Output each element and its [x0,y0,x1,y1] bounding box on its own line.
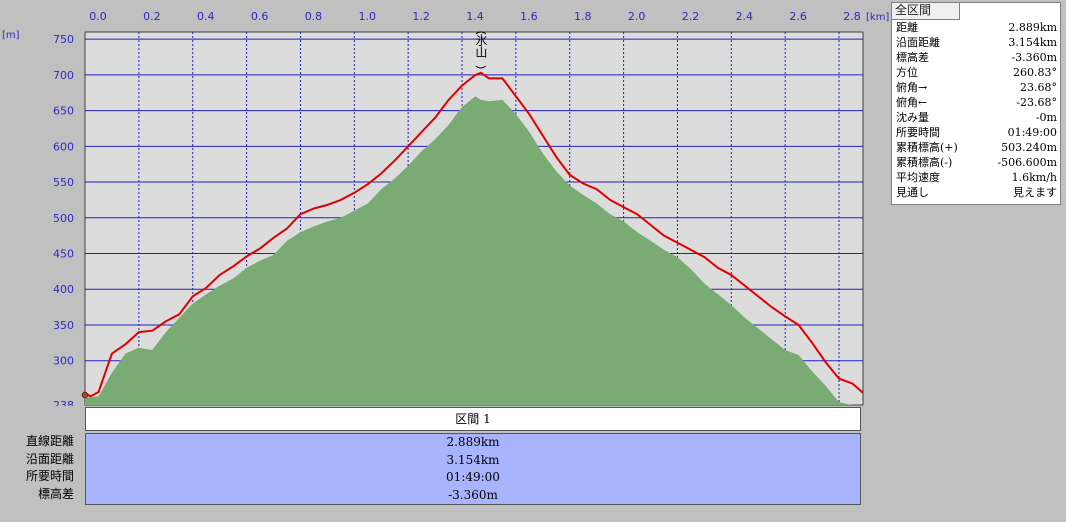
section-values: 2.889km 3.154km 01:49:00 -3.360m [85,433,861,505]
info-row-value: -0m [1035,111,1057,124]
info-row: 俯角← -23.68° [892,95,1060,110]
info-row-label: 見通し [896,186,929,199]
peak-paren-top [475,31,487,35]
info-row-label: 距離 [896,21,918,34]
peak-paren-bottom [475,65,487,69]
info-row-value: 2.889km [1008,21,1057,34]
info-row-label: 沿面距離 [896,36,940,49]
info-row-label: 俯角→ [896,81,928,94]
info-row-value: 01:49:00 [1007,126,1057,139]
route-elevation-line [84,71,864,398]
x-tick-label: 2.0 [628,10,646,23]
info-panel: 全区間 距離 2.889km 沿面距離 3.154km 標高差 -3.360m 方位 260.… [891,2,1061,205]
x-tick-label: 2.4 [736,10,754,23]
x-tick-label: 2.2 [682,10,700,23]
info-row-value: 260.83° [1013,66,1057,79]
row-label-elevation-diff: 標高差 [37,486,74,501]
info-row: 標高差 -3.360m [892,50,1060,65]
info-row-value: 3.154km [1008,36,1057,49]
info-row-value: 見えます [1013,186,1057,199]
info-row-label: 標高差 [896,51,929,64]
info-row: 見通し 見えます [892,185,1060,200]
x-tick-label: 0.6 [251,10,269,23]
y-tick-label: 300 [53,355,74,368]
x-tick-label: 2.8 [843,10,861,23]
info-row-label: 累積標高(+) [896,141,958,154]
info-row-value: -506.600m [997,156,1057,169]
y-tick-label: 450 [53,248,74,261]
info-row: 所要時間 01:49:00 [892,125,1060,140]
y-tick-label: 550 [53,176,74,189]
y-tick-label: 238 [53,399,74,406]
section-time: 01:49:00 [446,470,500,484]
info-row: 累積標高(+) 503.240m [892,140,1060,155]
x-tick-label: 1.4 [466,10,484,23]
info-row: 平均速度 1.6km/h [892,170,1060,185]
start-marker-icon [81,391,89,399]
info-row-value: 503.240m [1001,141,1057,154]
elevation-chart: 750 700 650 600 550 500 450 400 350 300 238 0.0 0.2 0… [2,10,889,406]
x-tick-label: 1.2 [412,10,430,23]
info-row-label: 平均速度 [896,171,940,184]
y-tick-label: 750 [53,33,74,46]
info-row-label: 沈み量 [896,111,929,124]
section-header[interactable]: 区間 1 [85,407,861,431]
row-label-time: 所要時間 [25,469,74,483]
y-tick-label: 700 [53,69,74,82]
row-label-straight-distance: 直線距離 [25,434,74,448]
y-tick-label: 350 [53,319,74,332]
y-tick-label: 400 [53,283,74,296]
info-row-label: 方位 [896,66,918,79]
info-row: 距離 2.889km [892,20,1060,35]
y-tick-label: 500 [53,212,74,225]
info-row-label: 累積標高(-) [896,156,953,169]
info-rows: 距離 2.889km 沿面距離 3.154km 標高差 -3.360m 方位 260.83° 俯… [892,20,1060,200]
peak-label: 氷山 [474,34,488,58]
section-elevation-diff: -3.360m [448,487,498,502]
y-unit-label: [m] [2,30,20,41]
x-tick-label: 0.2 [143,10,161,23]
peak-name: 氷山 [474,34,488,58]
info-row-label: 所要時間 [896,126,940,139]
x-tick-label: 1.6 [520,10,538,23]
x-tick-label: 1.8 [574,10,592,23]
terrain-area [85,96,863,406]
row-label-surface-distance: 沿面距離 [25,451,74,466]
section-surface-distance: 3.154km [446,452,500,467]
x-tick-label: 0.4 [197,10,215,23]
info-panel-title[interactable]: 全区間 [892,3,960,20]
section-row-labels: 直線距離 沿面距離 所要時間 標高差 [0,433,80,503]
info-row: 累積標高(-) -506.600m [892,155,1060,170]
info-row: 沿面距離 3.154km [892,35,1060,50]
y-tick-label: 650 [53,105,74,118]
x-unit-label: [km] [866,12,889,23]
info-row-label: 俯角← [896,96,928,109]
x-tick-label: 1.0 [359,10,377,23]
info-row-value: 1.6km/h [1011,171,1057,184]
x-tick-label: 0.0 [89,10,107,23]
y-tick-label: 600 [53,140,74,153]
info-row: 沈み量 -0m [892,110,1060,125]
info-row-value: -23.68° [1016,96,1057,109]
x-tick-label: 0.8 [305,10,323,23]
info-row-value: 23.68° [1020,81,1057,94]
x-tick-label: 2.6 [789,10,807,23]
info-row-value: -3.360m [1011,51,1057,64]
info-row: 俯角→ 23.68° [892,80,1060,95]
section-straight-distance: 2.889km [446,435,500,449]
info-row: 方位 260.83° [892,65,1060,80]
